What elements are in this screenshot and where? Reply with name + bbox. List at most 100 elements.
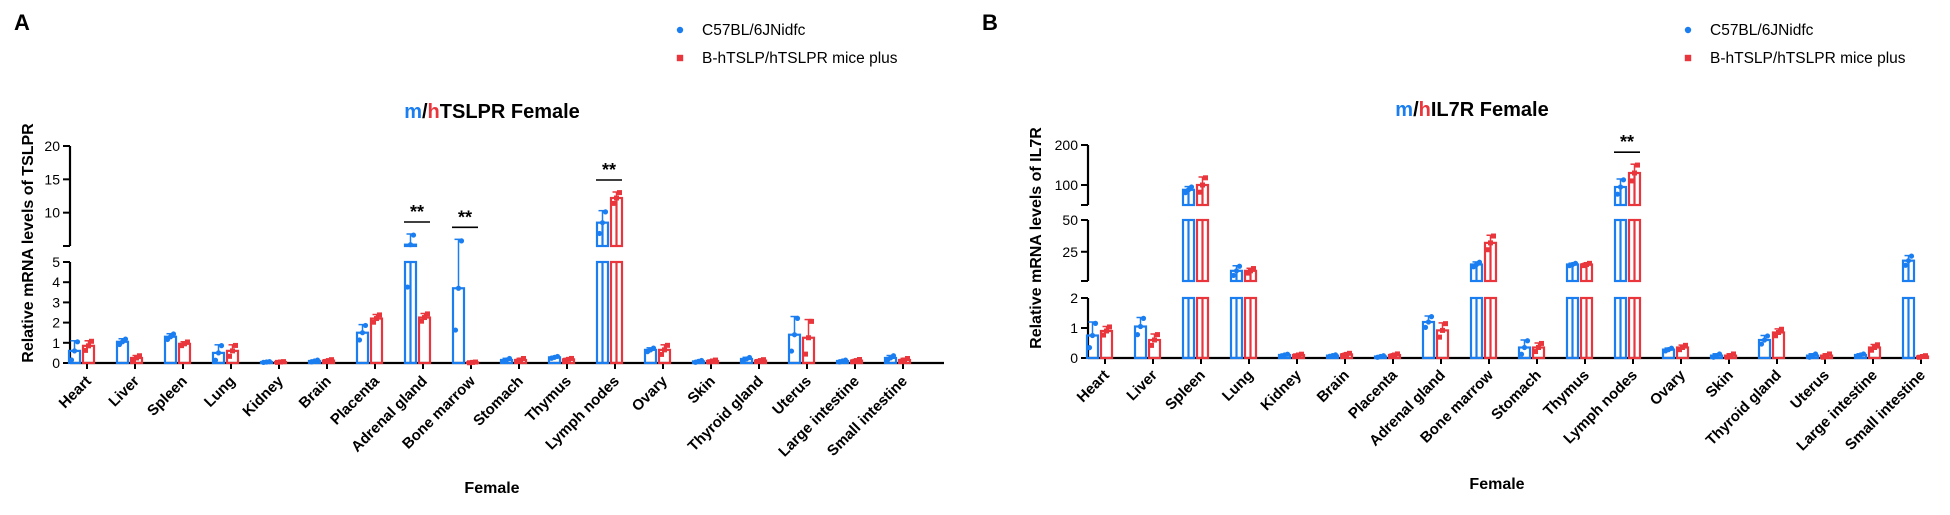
legend-marker-2: [676, 54, 684, 62]
y-tick-label: 4: [52, 274, 60, 290]
data-point: [1197, 189, 1202, 195]
data-point: [89, 338, 94, 344]
data-point: [1920, 354, 1925, 359]
data-point: [890, 353, 897, 359]
data-point: [563, 357, 568, 363]
data-point: [1761, 337, 1768, 343]
data-point: [1773, 333, 1778, 339]
category-label: Lung: [201, 373, 239, 411]
data-point: [1395, 351, 1400, 357]
data-point: [1230, 272, 1237, 279]
significance-label: **: [1620, 132, 1634, 152]
data-point: [455, 285, 462, 291]
legend-marker-1: [676, 26, 684, 34]
y-tick-label: 10: [44, 205, 60, 221]
data-point: [1572, 260, 1579, 266]
data-point: [1581, 263, 1586, 269]
y-tick-label: 15: [44, 171, 60, 187]
legend-marker-2: [1684, 54, 1692, 62]
data-point: [1677, 347, 1682, 353]
data-point: [131, 357, 136, 363]
data-point: [122, 336, 129, 342]
data-point: [281, 359, 286, 365]
data-point: [1668, 345, 1675, 351]
data-point: [1875, 342, 1880, 348]
data-point: [1152, 337, 1157, 343]
data-point: [1923, 353, 1928, 359]
title-part-3: h: [1419, 99, 1431, 121]
data-point: [407, 242, 414, 248]
title-part-3: h: [428, 101, 440, 123]
data-point: [137, 353, 142, 359]
data-point: [1200, 182, 1205, 188]
data-point: [1536, 345, 1541, 350]
legend-marker-1: [1684, 26, 1692, 34]
data-point: [71, 348, 78, 354]
data-point: [857, 356, 862, 362]
panel-b-title: m/hIL7R Female: [1395, 99, 1548, 121]
data-point: [1440, 327, 1445, 333]
data-point: [275, 359, 280, 365]
data-point: [1488, 240, 1493, 246]
data-point: [1332, 352, 1339, 358]
significance-label: **: [602, 160, 616, 180]
data-point: [659, 351, 664, 357]
category-label: Spleen: [1162, 367, 1209, 414]
data-point: [74, 339, 81, 345]
panel-a-xlabel: Female: [464, 480, 519, 497]
panel-a-title: m/hTSLPR Female: [404, 101, 580, 123]
data-point: [212, 357, 219, 363]
data-point: [1347, 350, 1352, 356]
data-point: [1533, 349, 1538, 355]
data-point: [170, 331, 177, 337]
data-point: [1869, 347, 1874, 353]
data-point: [1824, 353, 1829, 359]
data-point: [1725, 354, 1730, 360]
data-point: [665, 342, 670, 348]
data-point: [902, 357, 907, 363]
data-point: [473, 359, 478, 365]
data-point: [1392, 352, 1397, 358]
title-part-4: TSLPR Female: [440, 101, 580, 123]
data-point: [746, 354, 753, 361]
y-tick-label: 1: [1070, 320, 1078, 336]
data-point: [278, 359, 283, 365]
data-point: [1344, 351, 1349, 357]
data-point: [1731, 351, 1736, 357]
data-point: [854, 358, 859, 364]
bar-htslp: [1435, 329, 1450, 360]
data-point: [1107, 324, 1112, 330]
data-point: [1476, 259, 1483, 265]
category-label: Heart: [56, 373, 95, 412]
y-tick-label: 50: [1062, 212, 1078, 228]
category-label: Heart: [1074, 367, 1113, 406]
data-point: [788, 348, 795, 354]
title-part-2: /: [1413, 99, 1419, 121]
data-point: [359, 330, 366, 336]
legend-label-2: B-hTSLP/hTSLPR mice plus: [702, 50, 898, 67]
y-tick-label: 2: [52, 315, 60, 331]
data-point: [314, 357, 321, 363]
data-point: [1539, 340, 1544, 346]
data-point: [617, 190, 622, 196]
category-label: Spleen: [144, 373, 191, 420]
category-label: Stomach: [470, 373, 527, 430]
data-point: [851, 359, 856, 365]
data-point: [713, 357, 718, 363]
category-label: Skin: [684, 373, 718, 407]
category-label: Liver: [1123, 367, 1160, 404]
data-point: [506, 355, 513, 362]
category-label: Kidney: [239, 372, 287, 420]
category-label: Stomach: [1488, 367, 1545, 424]
bar-c57: [1133, 325, 1148, 360]
data-point: [794, 315, 801, 321]
data-point: [1485, 247, 1490, 253]
data-point: [467, 360, 472, 366]
data-point: [842, 357, 849, 363]
data-point: [329, 357, 334, 363]
data-point: [1248, 268, 1253, 274]
data-point: [803, 351, 808, 357]
data-point: [698, 357, 705, 364]
data-point: [452, 327, 459, 333]
legend-b: C57BL/6JNidfc B-hTSLP/hTSLPR mice plus: [1684, 22, 1906, 67]
